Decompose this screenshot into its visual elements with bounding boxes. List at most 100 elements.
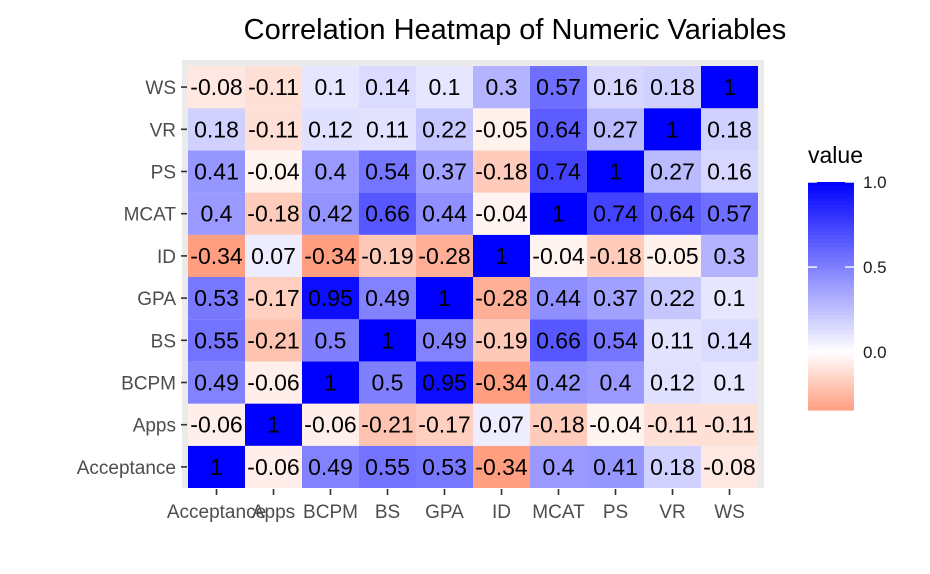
cell-value-label: 0.22 — [650, 285, 695, 311]
heatmap-cell — [644, 277, 701, 320]
heatmap-cell — [587, 403, 644, 446]
colorbar-segment — [808, 235, 854, 240]
colorbar-segment — [808, 334, 854, 339]
colorbar-segment — [808, 216, 854, 221]
colorbar-segment — [808, 375, 854, 381]
colorbar-segment — [808, 387, 854, 392]
colorbar-segment — [808, 315, 854, 320]
heatmap-cell — [473, 108, 530, 151]
heatmap-cell — [701, 445, 758, 488]
heatmap-cell — [302, 403, 359, 446]
colorbar-segment — [808, 204, 854, 210]
legend-colorbar — [808, 182, 854, 411]
x-tick-label: WS — [714, 502, 745, 523]
colorbar-segment — [808, 239, 854, 244]
heatmap-cell — [644, 361, 701, 404]
colorbar-segment — [808, 379, 854, 384]
y-tick-label: WS — [145, 78, 176, 99]
cell-value-label: -0.21 — [361, 412, 413, 438]
heatmap-cell — [302, 361, 359, 404]
cell-value-label: -0.11 — [647, 412, 698, 438]
x-tick-label: BS — [375, 502, 400, 523]
heatmap-cell — [245, 403, 302, 446]
cell-value-label: 1 — [495, 243, 508, 269]
colorbar-segment — [808, 212, 854, 217]
legend-ticks: 1.0 0.5 0.0 — [808, 173, 887, 362]
heatmap-cell — [701, 192, 758, 235]
cell-value-label: -0.18 — [247, 201, 299, 227]
colorbar-segment — [808, 250, 854, 255]
colorbar-segment — [808, 296, 854, 301]
heatmap-cell — [587, 445, 644, 488]
heatmap-cell — [530, 361, 587, 404]
cell-value-label: 0.41 — [194, 159, 239, 185]
heatmap-cell — [530, 403, 587, 446]
cell-value-label: 0.18 — [194, 116, 239, 142]
colorbar-segment — [808, 189, 854, 194]
heatmap-cell — [530, 150, 587, 193]
heatmap-cell — [416, 277, 473, 320]
cell-value-label: 0.11 — [366, 116, 409, 142]
cell-value-label: 0.37 — [593, 285, 638, 311]
cell-value-label: 1 — [210, 454, 223, 480]
colorbar-segment — [808, 277, 854, 282]
cell-value-label: 0.14 — [365, 74, 410, 100]
cell-value-label: 0.44 — [422, 201, 467, 227]
cell-value-label: -0.21 — [247, 327, 299, 353]
cell-value-label: -0.18 — [532, 412, 584, 438]
legend: value 1.0 0.5 0.0 — [808, 142, 887, 411]
heatmap-cell — [530, 234, 587, 277]
cell-value-label: 0.57 — [707, 201, 752, 227]
colorbar-segment — [808, 391, 854, 396]
heatmap-cell — [701, 277, 758, 320]
x-tick-label: Apps — [252, 502, 295, 523]
colorbar-segment — [808, 254, 854, 259]
cell-value-label: -0.04 — [247, 159, 300, 185]
cell-value-label: 1 — [438, 285, 451, 311]
cell-value-label: -0.06 — [190, 412, 242, 438]
heatmap-cell — [359, 403, 416, 446]
cell-value-label: 0.66 — [536, 327, 581, 353]
cell-value-label: -0.17 — [418, 412, 470, 438]
cell-value-label: -0.34 — [475, 370, 528, 396]
colorbar-segment — [808, 258, 854, 263]
cell-value-label: -0.08 — [703, 454, 755, 480]
y-tick-label: ID — [157, 247, 176, 268]
cell-value-label: 0.49 — [365, 285, 410, 311]
cell-value-label: 0.27 — [593, 116, 638, 142]
colorbar-segment — [808, 265, 854, 270]
heatmap-cell — [302, 319, 359, 362]
colorbar-segment — [808, 360, 854, 365]
cell-value-label: -0.11 — [248, 116, 299, 142]
colorbar-segment — [808, 208, 854, 213]
x-tick-label: MCAT — [532, 502, 585, 523]
heatmap-cells — [188, 66, 758, 488]
heatmap-cell — [245, 108, 302, 151]
heatmap-cell — [701, 150, 758, 193]
x-tick-label: BCPM — [303, 502, 358, 523]
chart-title: Correlation Heatmap of Numeric Variables — [244, 14, 787, 46]
heatmap-cell — [644, 150, 701, 193]
heatmap-cell — [587, 66, 644, 109]
heatmap-cell — [530, 192, 587, 235]
colorbar-segment — [808, 341, 854, 346]
heatmap-cell-labels: 1 -0.06 0.49 0.55 0.53 -0.34 0.4 0.41 0.18 -0.08-… — [190, 74, 755, 480]
heatmap-cell — [701, 361, 758, 404]
colorbar-segment — [808, 364, 854, 369]
heatmap-cell — [245, 234, 302, 277]
colorbar-segment — [808, 261, 854, 267]
cell-value-label: 0.49 — [422, 327, 467, 353]
cell-value-label: -0.05 — [475, 116, 527, 142]
colorbar-segment — [808, 326, 854, 331]
heatmap-cell — [701, 66, 758, 109]
heatmap-cell — [302, 277, 359, 320]
heatmap-cell — [416, 403, 473, 446]
colorbar-segment — [808, 223, 854, 229]
cell-value-label: 0.5 — [372, 370, 404, 396]
heatmap-cell — [359, 234, 416, 277]
cell-value-label: -0.17 — [247, 285, 299, 311]
x-tick-label: VR — [659, 502, 685, 523]
heatmap-cell — [473, 234, 530, 277]
heatmap-cell — [302, 108, 359, 151]
heatmap-cell — [587, 234, 644, 277]
